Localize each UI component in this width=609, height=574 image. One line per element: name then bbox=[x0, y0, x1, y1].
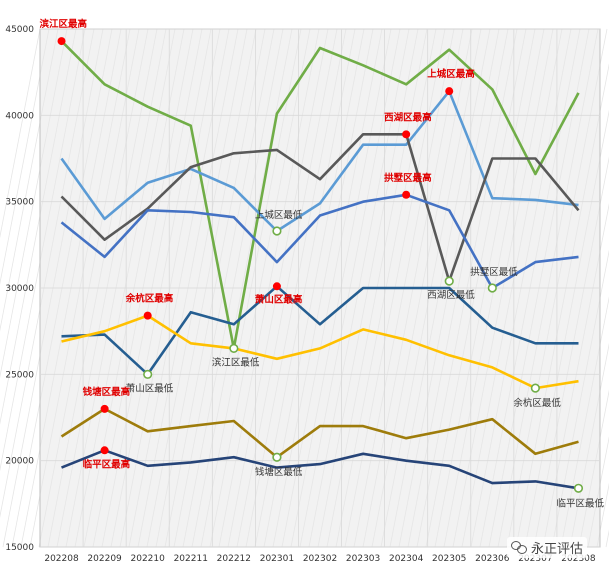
low-label: 余杭区最低 bbox=[513, 397, 561, 409]
x-tick-label: 202303 bbox=[346, 554, 380, 564]
x-axis: 202208 202209 202210 202211 202212 202301 2023… bbox=[44, 554, 596, 564]
y-axis: 15000 20000 25000 30000 35000 40000 45000 bbox=[5, 25, 34, 553]
x-tick-label: 202301 bbox=[260, 554, 294, 564]
low-label: 滨江区最低 bbox=[212, 356, 260, 368]
low-marker bbox=[573, 483, 584, 493]
high-marker bbox=[402, 130, 411, 139]
y-tick-label: 30000 bbox=[5, 284, 34, 294]
high-label: 钱塘区最高 bbox=[83, 386, 131, 398]
series-line bbox=[60, 407, 579, 459]
x-tick-label: 202210 bbox=[131, 554, 166, 564]
hatch-line bbox=[587, 436, 609, 548]
low-marker bbox=[444, 276, 454, 286]
y-tick-label: 15000 bbox=[5, 543, 34, 553]
high-marker bbox=[272, 282, 281, 291]
high-marker bbox=[57, 37, 66, 46]
high-marker bbox=[100, 404, 109, 413]
low-marker bbox=[143, 369, 153, 379]
annotation-markers bbox=[57, 37, 584, 493]
y-tick-label: 20000 bbox=[5, 457, 34, 467]
x-tick-label: 202212 bbox=[217, 554, 251, 564]
high-marker bbox=[143, 311, 152, 320]
hatch-line bbox=[0, 28, 41, 239]
high-label: 余杭区最高 bbox=[125, 293, 174, 305]
x-tick-label: 202304 bbox=[389, 554, 424, 564]
series-line bbox=[61, 448, 579, 490]
series-line bbox=[60, 40, 580, 350]
x-tick-label: 202306 bbox=[475, 554, 510, 564]
wechat-icon bbox=[510, 541, 527, 554]
x-tick-label: 202308 bbox=[561, 554, 596, 564]
x-tick-label: 202209 bbox=[87, 554, 122, 564]
low-marker bbox=[272, 226, 282, 236]
low-label: 拱墅区最低 bbox=[470, 266, 518, 278]
low-marker bbox=[530, 383, 540, 393]
x-tick-label: 202302 bbox=[303, 554, 337, 564]
watermark-text: 永正评估 bbox=[530, 542, 583, 557]
watermark: 永正评估 bbox=[506, 537, 587, 558]
x-tick-label: 202307 bbox=[518, 554, 552, 564]
low-label: 上城区最低 bbox=[255, 209, 303, 221]
high-label: 滨江区最高 bbox=[40, 18, 88, 30]
series-line bbox=[60, 133, 580, 283]
low-marker bbox=[229, 343, 239, 354]
high-label: 萧山区最高 bbox=[255, 293, 303, 305]
high-label: 拱墅区最高 bbox=[384, 172, 432, 184]
high-label: 临平区最高 bbox=[83, 458, 131, 470]
high-label: 西湖区最高 bbox=[384, 111, 432, 123]
series-line bbox=[60, 89, 579, 233]
y-tick-label: 40000 bbox=[5, 111, 34, 121]
low-marker bbox=[487, 283, 497, 293]
high-marker bbox=[445, 87, 454, 96]
low-label: 西湖区最低 bbox=[427, 289, 475, 301]
y-tick-label: 25000 bbox=[5, 370, 34, 380]
low-label: 钱塘区最低 bbox=[255, 466, 303, 478]
low-marker bbox=[272, 452, 282, 462]
x-tick-label: 202208 bbox=[44, 554, 79, 564]
high-marker bbox=[402, 190, 411, 199]
y-tick-label: 45000 bbox=[5, 25, 34, 35]
low-label: 临平区最低 bbox=[556, 497, 604, 509]
x-tick-label: 202211 bbox=[174, 554, 208, 564]
low-label: 萧山区最低 bbox=[126, 382, 174, 394]
hatch-line bbox=[0, 28, 50, 285]
x-tick-label: 202305 bbox=[432, 554, 466, 564]
high-marker bbox=[100, 446, 109, 455]
high-label: 上城区最高 bbox=[427, 68, 475, 80]
y-tick-label: 35000 bbox=[5, 198, 34, 208]
